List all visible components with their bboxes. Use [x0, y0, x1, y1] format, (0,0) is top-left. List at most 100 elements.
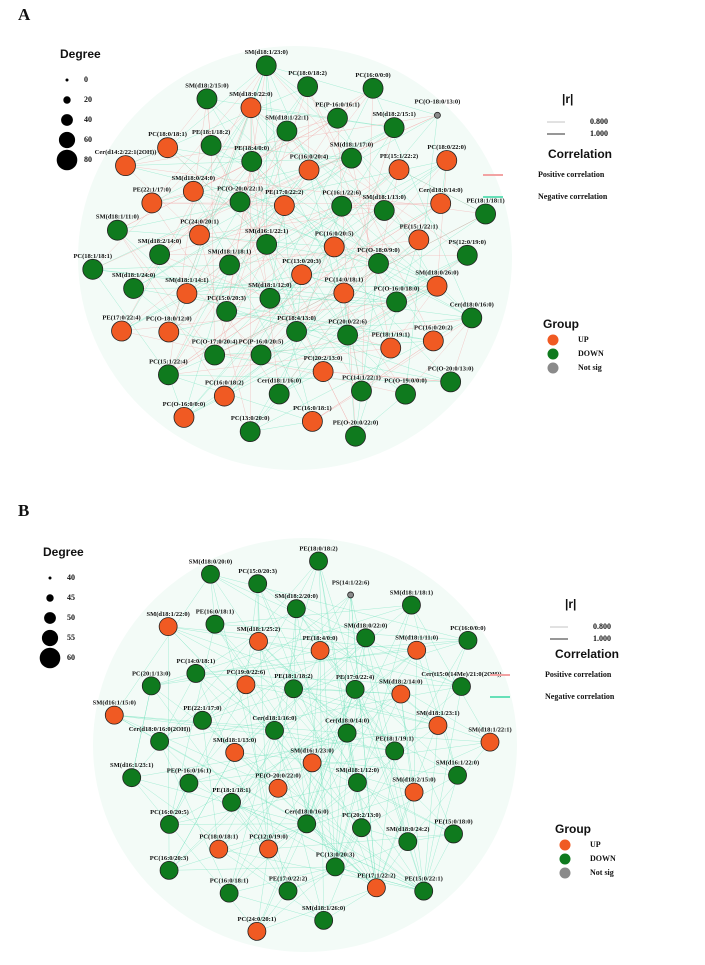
node-label: SM(d18:1/18:1) — [208, 248, 251, 255]
node — [325, 857, 345, 877]
edge — [125, 165, 486, 215]
node — [278, 881, 298, 901]
node-label: PE(O-20:0/22:0) — [255, 773, 301, 780]
edge — [125, 86, 308, 166]
edge — [151, 65, 267, 204]
edge — [210, 574, 424, 892]
node-label: SM(d18:1/24:0) — [112, 272, 155, 279]
node-label: SM(d18:2/15:0) — [392, 777, 435, 784]
node-label: PE(15:1/22:2) — [380, 153, 418, 160]
degree-label: 45 — [67, 593, 75, 602]
group-label: DOWN — [590, 854, 616, 863]
edge — [250, 107, 310, 171]
node-label: PE(18:4/0:0) — [234, 145, 269, 152]
edge — [312, 340, 434, 422]
node-label: PE(17:0/22:4) — [336, 674, 374, 681]
edge — [365, 637, 424, 892]
degree-swatch — [56, 149, 78, 171]
network-halo — [78, 46, 512, 470]
node — [107, 219, 128, 241]
node-label: Cer(d18:1/16:0) — [257, 377, 301, 384]
node-label: PC(13:0/20:3) — [316, 851, 355, 858]
edge — [250, 107, 345, 294]
node — [458, 630, 478, 650]
edge — [323, 887, 377, 921]
edge — [269, 205, 285, 299]
edge — [307, 86, 310, 170]
node-label: SM(d18:0/24:2) — [386, 826, 429, 833]
panel: A PC(13:0/20:3) SM(d16:1/22:1) PC(16:0/20:5… — [18, 5, 612, 470]
node-label: PC(P-16:0/20:5) — [239, 338, 284, 345]
node-label: PC(19:0/22:6) — [227, 669, 266, 676]
node-label: SM(d16:1/23:1) — [110, 762, 153, 769]
degree-label: 40 — [84, 115, 92, 124]
edge — [210, 574, 462, 687]
group-swatch — [547, 348, 559, 360]
edge — [121, 205, 285, 332]
node-label: PC(18:0/22:0) — [427, 144, 466, 151]
node-label: SM(d16:1/22:0) — [436, 760, 479, 767]
node-label: SM(d18:1/12:0) — [248, 282, 291, 289]
node-label: PC(14:1/22:1) — [342, 375, 381, 382]
node-label: SM(d18:2/14:0) — [379, 678, 422, 685]
edge — [306, 725, 439, 825]
edge — [218, 788, 279, 850]
node — [82, 258, 104, 280]
edge — [214, 354, 324, 372]
node-label: PE(15:0/22:1) — [405, 876, 443, 883]
degree-label: 0 — [84, 75, 88, 84]
degree-label: 50 — [67, 613, 75, 622]
degree-swatch — [61, 114, 73, 126]
edge — [199, 127, 395, 236]
node — [268, 383, 290, 405]
edge — [168, 264, 230, 375]
node — [407, 640, 427, 660]
edge — [169, 693, 401, 825]
node-label: PE(18:1/18:2) — [192, 129, 230, 136]
correlation-label: Negative correlation — [545, 692, 615, 701]
edge — [450, 317, 473, 382]
edge — [168, 169, 400, 333]
edge — [257, 583, 259, 642]
group-swatch — [559, 853, 571, 865]
edge — [183, 213, 486, 418]
node — [141, 192, 163, 214]
edge — [234, 604, 412, 753]
node-label: PE(15:1/22:1) — [400, 223, 438, 230]
edge — [346, 733, 377, 888]
edge — [257, 583, 377, 888]
node-label: PC(16:0/20:3) — [150, 855, 189, 862]
node — [422, 330, 444, 352]
edge — [131, 685, 152, 778]
edge — [186, 157, 352, 294]
degree-title: Degree — [43, 545, 84, 559]
degree-swatch — [44, 612, 56, 624]
node — [314, 910, 334, 930]
edge — [400, 693, 415, 793]
node — [398, 832, 418, 852]
edge — [258, 641, 415, 793]
edge — [114, 714, 279, 789]
node — [268, 778, 288, 798]
edge — [284, 88, 374, 206]
node — [341, 147, 362, 169]
edge — [131, 777, 289, 892]
node-label: PC(16:1/22:6) — [322, 190, 361, 197]
node — [250, 344, 272, 366]
node — [356, 628, 376, 648]
node — [366, 878, 386, 898]
node-label: Cer(d18:0/16:0) — [285, 808, 329, 815]
node — [345, 679, 365, 699]
edge — [218, 823, 307, 850]
edge — [296, 608, 415, 793]
node — [456, 244, 478, 266]
degree-label: 80 — [84, 155, 92, 164]
edge — [159, 686, 462, 742]
edge — [159, 673, 197, 742]
edge — [121, 107, 252, 332]
node-label: PC(13:0/20:3) — [282, 258, 321, 265]
edge — [405, 317, 472, 395]
edge — [168, 347, 391, 376]
edge — [202, 720, 219, 850]
edge — [229, 239, 419, 266]
